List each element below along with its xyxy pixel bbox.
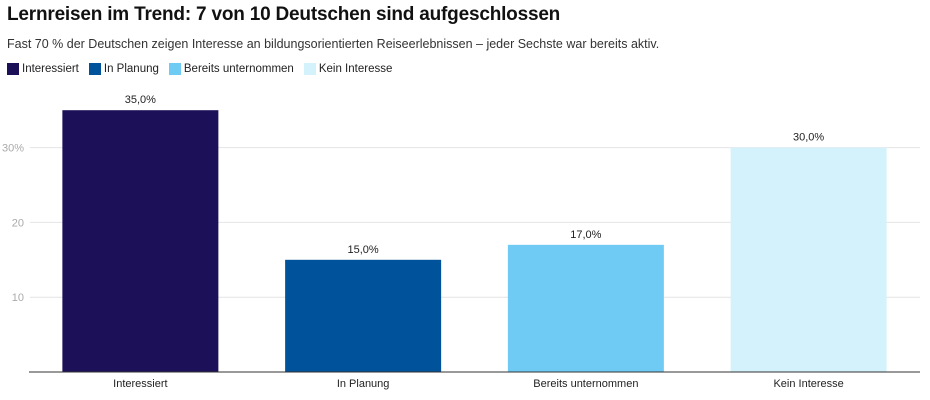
- legend-swatch: [88, 63, 101, 75]
- y-tick-label: 10: [12, 292, 24, 304]
- y-tick-label: 30%: [2, 143, 24, 155]
- x-tick-label: Kein Interesse: [773, 378, 843, 390]
- data-label: 35,0%: [125, 94, 156, 106]
- x-tick-label: Bereits unternommen: [533, 378, 638, 390]
- data-label: 30,0%: [793, 132, 824, 144]
- x-tick-label: Interessiert: [113, 378, 167, 390]
- legend-item: Interessiert: [7, 63, 79, 75]
- legend-swatch: [303, 63, 316, 75]
- bar: [730, 147, 887, 372]
- legend-label: In Planung: [103, 63, 159, 75]
- legend: Interessiert In Planung Bereits unternomme…: [7, 63, 392, 75]
- legend-label: Interessiert: [22, 63, 79, 75]
- legend-item: Kein Interesse: [303, 63, 393, 75]
- chart-title: Lernreisen im Trend: 7 von 10 Deutschen …: [7, 4, 561, 25]
- chart-subtitle: Fast 70 % der Deutschen zeigen Interesse…: [7, 37, 660, 51]
- data-label: 15,0%: [348, 244, 379, 256]
- legend-item: In Planung: [88, 63, 159, 75]
- legend-swatch: [7, 63, 19, 75]
- legend-label: Bereits unternommen: [183, 63, 294, 75]
- bar: [507, 244, 664, 372]
- legend-label: Kein Interesse: [318, 63, 393, 75]
- x-tick-label: In Planung: [337, 378, 390, 390]
- y-tick-label: 20: [12, 217, 24, 229]
- legend-swatch: [168, 63, 181, 75]
- legend-item: Bereits unternommen: [168, 63, 294, 75]
- bar: [285, 259, 442, 372]
- bar: [62, 110, 219, 372]
- data-label: 17,0%: [570, 229, 601, 241]
